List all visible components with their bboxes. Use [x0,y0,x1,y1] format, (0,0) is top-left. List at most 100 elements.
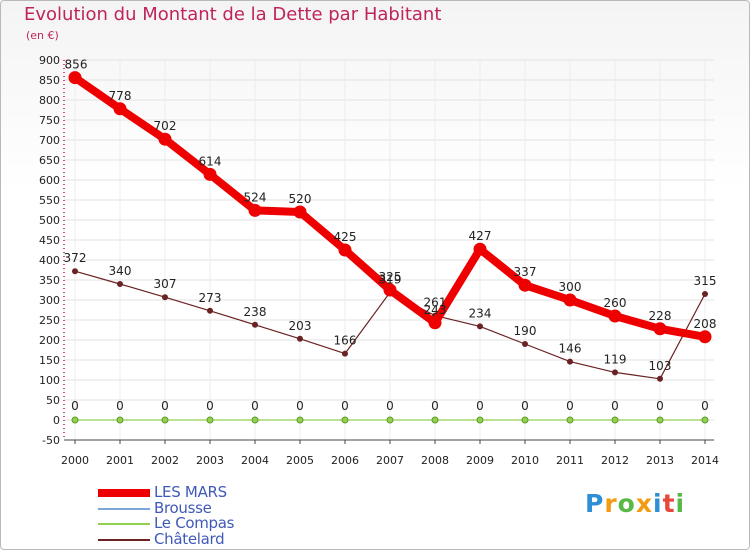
data-label-les-mars: 208 [694,317,717,331]
data-label-le-compas: 0 [701,399,709,413]
data-point-le-compas [386,416,394,424]
y-tick-label: 100 [39,374,60,387]
data-label-chatelard: 372 [64,251,87,265]
proxiti-logo: Proxiti [585,489,685,518]
legend-swatch-le-compas [98,523,150,525]
data-point-chatelard [252,321,258,328]
data-point-les-mars [68,71,82,85]
data-label-le-compas: 0 [476,399,484,413]
y-tick-label: -50 [42,434,60,447]
data-point-chatelard [657,375,663,382]
data-point-les-mars [338,243,352,257]
data-point-les-mars [473,242,487,256]
x-tick-label: 2000 [61,454,89,467]
legend-label-chatelard: Châtelard [154,529,225,548]
data-point-le-compas [206,416,214,424]
data-label-chatelard: 119 [604,352,627,366]
x-tick-label: 2008 [421,454,449,467]
data-point-le-compas [476,416,484,424]
data-point-le-compas [71,416,79,424]
data-point-les-mars [653,322,667,336]
data-point-le-compas [251,416,259,424]
legend-label-les-mars: LES MARS [154,483,227,501]
data-label-chatelard: 234 [469,306,492,320]
data-point-chatelard [117,281,123,287]
data-label-le-compas: 0 [71,399,79,413]
data-label-chatelard: 238 [244,305,267,319]
data-point-les-mars [203,167,217,181]
y-tick-label: 350 [39,274,60,287]
y-tick-label: 200 [39,334,60,347]
data-label-chatelard: 190 [514,324,537,338]
data-point-les-mars [158,132,172,146]
legend-swatch-chatelard [98,538,150,541]
x-tick-label: 2009 [466,454,494,467]
data-point-le-compas [431,416,439,424]
data-label-chatelard: 166 [334,334,357,348]
y-tick-label: 900 [39,54,60,67]
data-label-les-mars: 524 [244,190,267,204]
y-tick-label: 250 [39,314,60,327]
data-point-les-mars [428,316,442,330]
data-label-le-compas: 0 [296,399,304,413]
y-tick-label: 800 [39,94,60,107]
data-point-le-compas [116,416,124,424]
y-tick-label: 150 [39,354,60,367]
logo-letter: i [675,489,686,518]
logo-letter: r [604,489,618,518]
legend-swatch-brousse [98,507,150,510]
y-tick-label: 650 [39,154,60,167]
y-tick-label: 450 [39,234,60,247]
y-tick-label: 300 [39,294,60,307]
data-point-les-mars [293,205,307,219]
data-point-les-mars [698,330,712,344]
data-point-le-compas [341,416,349,424]
data-point-le-compas [521,416,529,424]
y-tick-label: 500 [39,214,60,227]
x-tick-label: 2001 [106,454,134,467]
data-label-les-mars: 425 [334,230,357,244]
data-label-les-mars: 778 [109,89,132,103]
legend-label-le-compas: Le Compas [154,514,235,532]
data-label-chatelard: 203 [289,319,312,333]
data-label-les-mars: 228 [649,309,672,323]
data-label-les-mars: 856 [65,58,88,72]
data-label-le-compas: 0 [521,399,529,413]
data-label-le-compas: 0 [116,399,124,413]
data-label-les-mars: 614 [199,154,222,168]
logo-letter: t [662,489,676,518]
data-label-les-mars: 520 [289,192,312,206]
data-point-les-mars [563,293,577,307]
data-label-le-compas: 0 [251,399,259,413]
x-tick-label: 2002 [151,454,179,467]
chart-title: Evolution du Montant de la Dette par Hab… [24,4,442,25]
data-label-le-compas: 0 [386,399,394,413]
data-point-chatelard [612,369,618,376]
data-point-chatelard [477,323,483,330]
data-point-chatelard [567,358,573,365]
data-point-les-mars [518,278,532,292]
y-tick-label: 400 [39,254,60,267]
logo-letter: P [585,489,605,518]
data-point-le-compas [296,416,304,424]
data-label-le-compas: 0 [161,399,169,413]
y-tick-label: 850 [39,74,60,87]
data-point-chatelard [297,335,303,342]
data-label-les-mars: 243 [424,303,447,317]
data-point-les-mars [383,283,397,297]
data-label-le-compas: 0 [656,399,664,413]
data-label-chatelard: 315 [694,274,717,288]
logo-letter: i [653,489,663,518]
data-label-les-mars: 260 [604,296,627,310]
data-point-chatelard [342,350,348,357]
data-label-le-compas: 0 [566,399,574,413]
x-tick-label: 2012 [601,454,629,467]
chart-subtitle: (en €) [26,29,59,42]
data-label-chatelard: 261 [424,296,447,310]
x-tick-label: 2013 [646,454,674,467]
data-point-les-mars [248,203,262,217]
x-tick-label: 2005 [286,454,314,467]
data-label-chatelard: 103 [649,359,672,373]
y-tick-label: 550 [39,194,60,207]
data-label-le-compas: 0 [431,399,439,413]
